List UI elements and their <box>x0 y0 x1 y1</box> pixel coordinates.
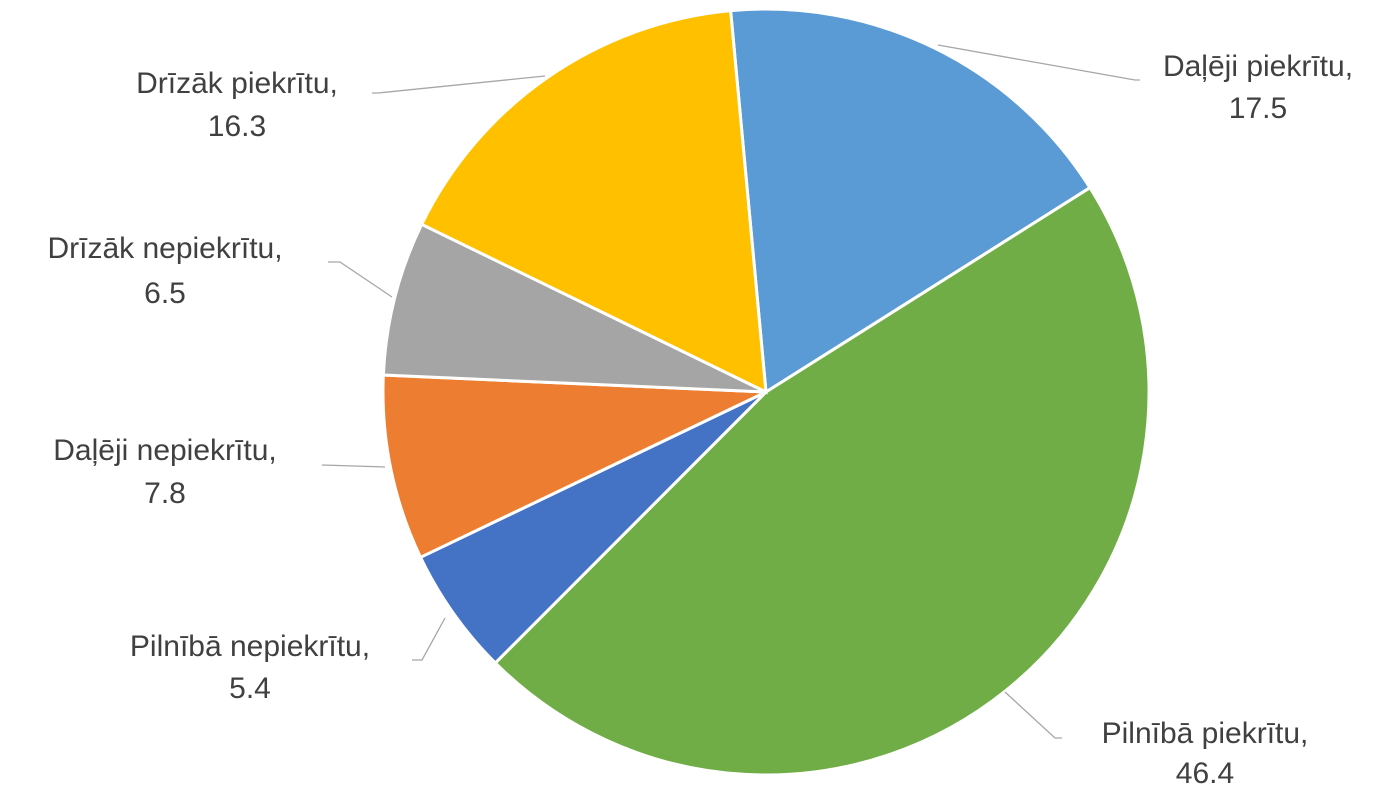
data-label-name: Pilnībā piekrītu, <box>1102 717 1309 750</box>
data-label-name: Daļēji piekrītu, <box>1163 50 1353 83</box>
data-label-name: Pilnībā nepiekrītu, <box>130 630 370 663</box>
pie-slice <box>493 185 1151 777</box>
data-label-name: Drīzāk nepiekrītu, <box>47 232 282 265</box>
leader-line <box>328 261 393 298</box>
pie-slice <box>419 9 768 395</box>
data-label-name: Drīzāk piekrītu, <box>136 67 338 100</box>
leader-line <box>412 617 446 661</box>
leader-line <box>1004 691 1062 739</box>
pie-slice <box>381 373 767 560</box>
data-label-value: 46.4 <box>1176 757 1234 786</box>
data-label-value: 16.3 <box>208 110 266 143</box>
leader-line <box>372 75 546 94</box>
leader-line <box>321 464 386 468</box>
data-label-value: 7.8 <box>144 477 186 510</box>
data-label-value: 6.5 <box>144 277 186 310</box>
data-label-value: 17.5 <box>1229 92 1287 125</box>
leader-line <box>937 44 1140 81</box>
data-label-name: Daļēji nepiekrītu, <box>53 434 276 467</box>
pie-slice <box>728 7 1093 395</box>
data-label-value: 5.4 <box>229 672 271 705</box>
pie-slice <box>381 222 767 394</box>
